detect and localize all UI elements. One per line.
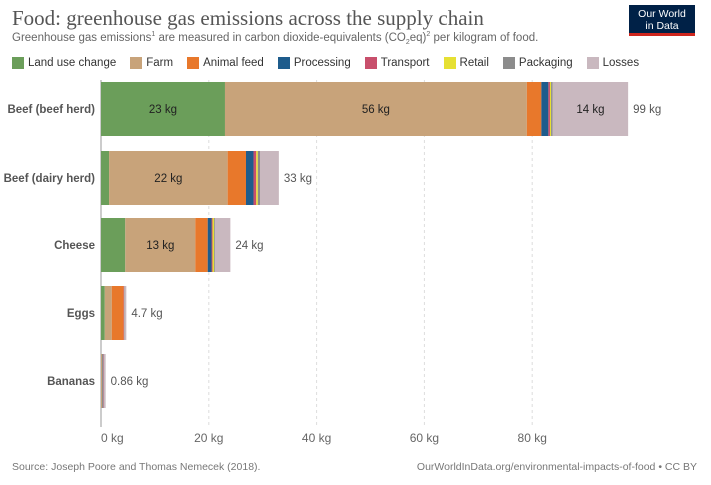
segment-bananas-processing	[102, 354, 104, 408]
segment-beef-dairy-herd-losses	[260, 151, 279, 205]
segment-cheese-losses	[215, 218, 231, 272]
legend-swatch-packaging	[502, 57, 515, 69]
segment-beef-beef-herd-losses	[552, 82, 629, 136]
segment-eggs-land-use-change	[101, 286, 105, 340]
legend-item-land-use-change[interactable]: Land use change	[12, 57, 116, 69]
legend-swatch-animal-feed	[187, 57, 200, 69]
segment-cheese-retail	[212, 218, 215, 272]
source-note: Source: Joseph Poore and Thomas Nemecek …	[12, 461, 261, 473]
category-label-beef-beef-herd: Beef (beef herd)	[7, 104, 95, 116]
x-tick-label-40: 40 kg	[302, 431, 331, 445]
segment-bananas-losses	[104, 354, 106, 408]
chart-legend: Land use change Farm Animal feed Processing…	[12, 55, 653, 71]
legend-swatch-processing	[277, 57, 290, 69]
segment-beef-beef-herd-retail	[549, 82, 552, 136]
segment-beef-beef-herd-animal-feed	[526, 82, 542, 136]
legend-label-processing: Processing	[293, 57, 351, 69]
segment-beef-dairy-herd-retail	[256, 151, 258, 205]
legend-item-transport[interactable]: Transport	[364, 57, 430, 69]
segment-cheese-farm	[125, 218, 196, 272]
segment-beef-beef-herd-transport	[548, 82, 550, 136]
logo-line-2: in Data	[645, 20, 679, 32]
segment-cheese-land-use-change	[101, 218, 126, 272]
segment-beef-beef-herd-farm	[224, 82, 527, 136]
segment-cheese-packaging	[214, 218, 216, 272]
chart-title: Food: greenhouse gas emissions across th…	[12, 6, 484, 30]
legend-label-land-use-change: Land use change	[28, 57, 117, 69]
category-label-beef-dairy-herd: Beef (dairy herd)	[4, 173, 96, 185]
legend-swatch-transport	[364, 57, 377, 69]
total-label-beef-dairy-herd: 33 kg	[284, 173, 312, 185]
category-label-cheese: Cheese	[54, 240, 95, 252]
legend-label-retail: Retail	[459, 57, 489, 69]
legend-item-packaging[interactable]: Packaging	[502, 57, 573, 69]
segment-beef-dairy-herd-animal-feed	[227, 151, 246, 205]
bar-eggs	[101, 286, 127, 340]
source-url[interactable]: OurWorldInData.org/environmental-impacts…	[416, 461, 697, 473]
chart-subtitle: Greenhouse gas emissions1 are measured i…	[12, 31, 539, 47]
segment-beef-beef-herd-packaging	[551, 82, 553, 136]
owid-logo[interactable]: Our World in Data	[629, 5, 695, 36]
x-tick-label-0: 0 kg	[101, 431, 124, 445]
logo-line-1: Our World	[638, 8, 686, 20]
legend-swatch-losses	[586, 57, 599, 69]
bar-beef-beef-herd	[101, 82, 629, 136]
segment-label-beef-beef-herd-farm: 56 kg	[362, 104, 390, 116]
logo-stripe	[629, 33, 695, 36]
segment-bananas-farm	[101, 354, 103, 408]
legend-swatch-retail	[443, 57, 456, 69]
total-label-cheese: 24 kg	[235, 240, 263, 252]
category-label-bananas: Bananas	[47, 376, 95, 388]
segment-label-beef-dairy-herd-farm: 22 kg	[154, 173, 182, 185]
legend-item-losses[interactable]: Losses	[586, 57, 640, 69]
segment-eggs-transport	[123, 286, 125, 340]
segment-beef-dairy-herd-land-use-change	[101, 151, 110, 205]
segment-label-beef-beef-herd-land-use-change: 23 kg	[149, 104, 177, 116]
total-label-eggs: 4.7 kg	[131, 308, 162, 320]
segment-cheese-animal-feed	[195, 218, 208, 272]
segment-eggs-farm	[104, 286, 112, 340]
legend-swatch-farm	[130, 57, 143, 69]
segment-beef-dairy-herd-farm	[109, 151, 228, 205]
segment-eggs-packaging	[124, 286, 125, 340]
segment-eggs-losses	[124, 286, 127, 340]
legend-label-packaging: Packaging	[518, 57, 573, 69]
legend-item-farm[interactable]: Farm	[130, 57, 173, 69]
segment-cheese-processing	[207, 218, 212, 272]
legend-item-processing[interactable]: Processing	[277, 57, 351, 69]
segment-beef-dairy-herd-packaging	[257, 151, 261, 205]
bar-bananas	[101, 354, 106, 408]
segment-label-cheese-farm: 13 kg	[146, 240, 174, 252]
x-tick-label-80: 80 kg	[518, 431, 547, 445]
segment-beef-dairy-herd-transport	[253, 151, 257, 205]
segment-bananas-transport	[103, 354, 104, 408]
category-label-eggs: Eggs	[67, 308, 95, 320]
x-tick-label-60: 60 kg	[410, 431, 439, 445]
total-label-beef-beef-herd: 99 kg	[633, 104, 661, 116]
segment-beef-dairy-herd-processing	[245, 151, 254, 205]
segment-label-beef-beef-herd-losses: 14 kg	[576, 104, 604, 116]
bar-cheese	[101, 218, 231, 272]
total-label-bananas: 0.86 kg	[111, 376, 149, 388]
legend-label-losses: Losses	[602, 57, 640, 69]
x-tick-label-20: 20 kg	[194, 431, 223, 445]
segment-eggs-animal-feed	[111, 286, 124, 340]
segment-beef-beef-herd-processing	[541, 82, 549, 136]
legend-item-animal-feed[interactable]: Animal feed	[187, 57, 264, 69]
segment-beef-beef-herd-land-use-change	[101, 82, 225, 136]
legend-swatch-land-use-change	[12, 57, 24, 69]
segment-bananas-packaging	[103, 354, 105, 408]
legend-label-transport: Transport	[380, 57, 430, 69]
legend-label-animal-feed: Animal feed	[203, 57, 264, 69]
legend-label-farm: Farm	[146, 57, 174, 69]
bar-beef-dairy-herd	[101, 151, 279, 205]
segment-cheese-transport	[211, 218, 213, 272]
legend-item-retail[interactable]: Retail	[443, 57, 489, 69]
